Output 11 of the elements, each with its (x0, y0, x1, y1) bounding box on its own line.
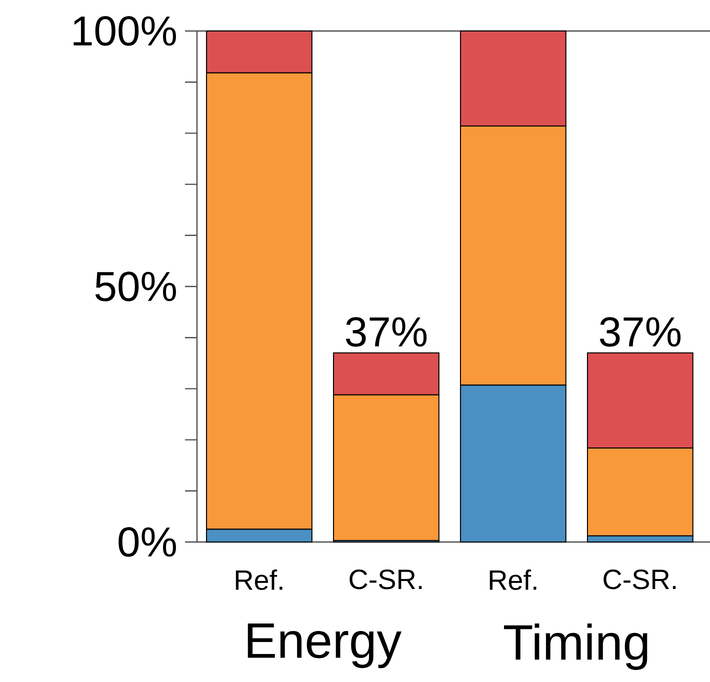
x-tick-label: Ref. (236, 570, 282, 590)
text: Energy (248, 624, 402, 668)
text: Timing (504, 624, 648, 670)
total-label: 37% (600, 317, 681, 347)
y-tick-label: 50% (95, 272, 176, 302)
x-tick-label: C-SR. (350, 570, 422, 590)
y-tick-label: 100% (74, 16, 176, 46)
total-label: 37% (346, 317, 427, 347)
y-tick-label: 0% (118, 527, 176, 557)
x-tick-label: C-SR. (604, 570, 676, 590)
x-tick-label: Ref. (490, 570, 536, 590)
